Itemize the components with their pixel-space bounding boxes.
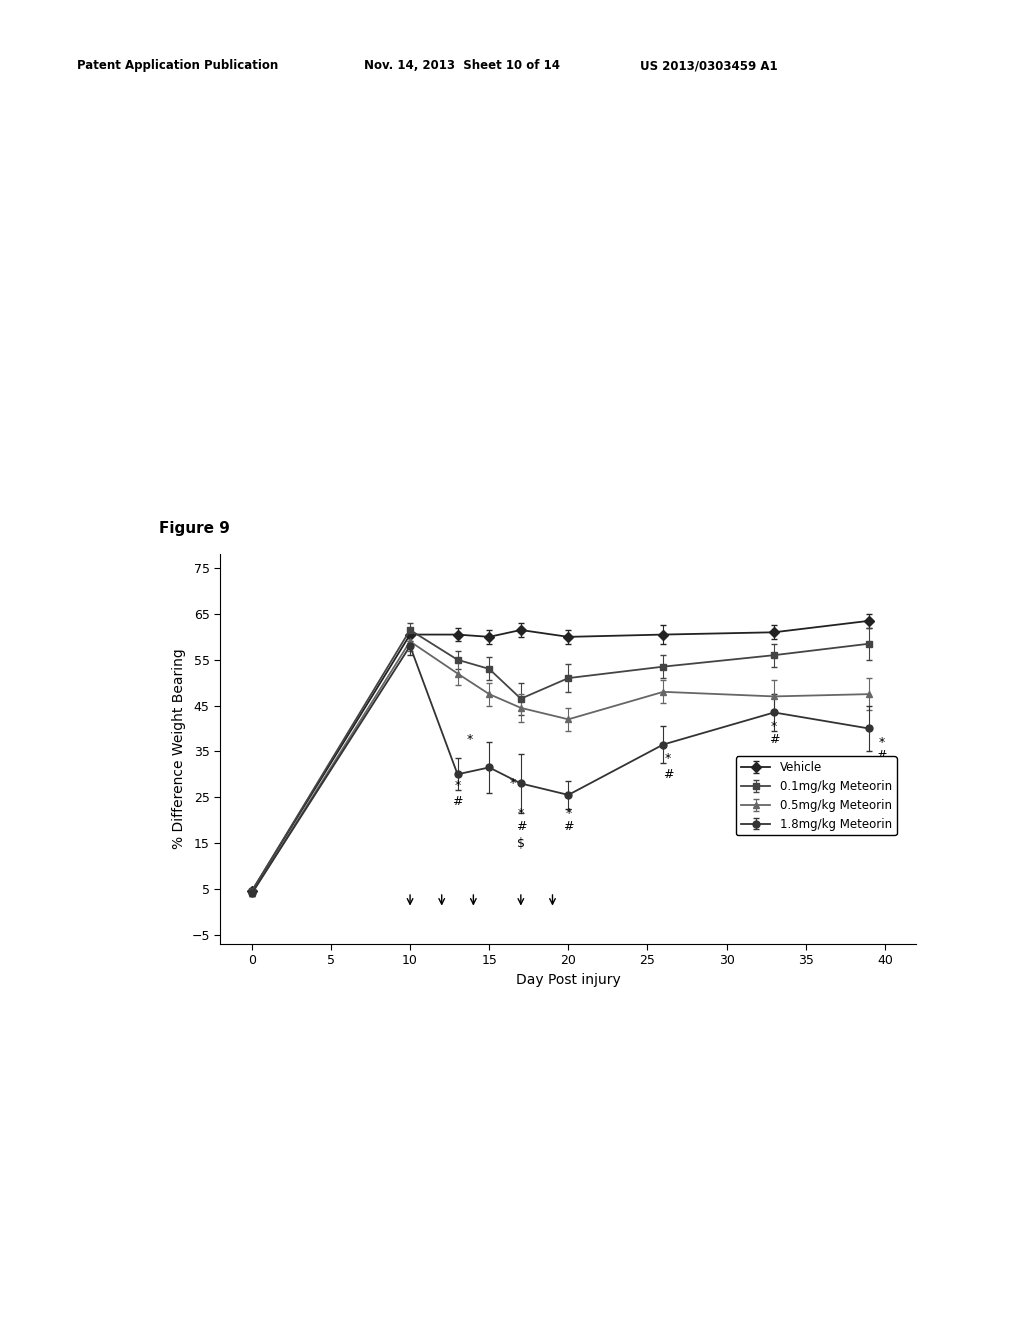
- Text: #: #: [453, 795, 463, 808]
- Text: *: *: [565, 807, 571, 820]
- Text: #: #: [877, 750, 887, 763]
- Text: US 2013/0303459 A1: US 2013/0303459 A1: [640, 59, 777, 73]
- Text: Nov. 14, 2013  Sheet 10 of 14: Nov. 14, 2013 Sheet 10 of 14: [364, 59, 559, 73]
- X-axis label: Day Post injury: Day Post injury: [516, 973, 621, 987]
- Text: Patent Application Publication: Patent Application Publication: [77, 59, 279, 73]
- Text: *: *: [879, 735, 885, 748]
- Text: #: #: [563, 821, 573, 833]
- Y-axis label: % Difference Weight Bearing: % Difference Weight Bearing: [172, 648, 185, 850]
- Text: #: #: [769, 734, 779, 746]
- Text: #: #: [663, 768, 673, 781]
- Text: Figure 9: Figure 9: [159, 521, 229, 536]
- Text: *: *: [467, 734, 473, 746]
- Text: *: *: [518, 807, 524, 820]
- Text: #: #: [516, 821, 526, 833]
- Text: *: *: [665, 752, 671, 764]
- Text: $: $: [517, 837, 525, 850]
- Text: *: *: [510, 777, 516, 789]
- Text: *: *: [771, 719, 777, 733]
- Text: *: *: [455, 779, 461, 792]
- Legend: Vehicle, 0.1mg/kg Meteorin, 0.5mg/kg Meteorin, 1.8mg/kg Meteorin: Vehicle, 0.1mg/kg Meteorin, 0.5mg/kg Met…: [736, 756, 897, 836]
